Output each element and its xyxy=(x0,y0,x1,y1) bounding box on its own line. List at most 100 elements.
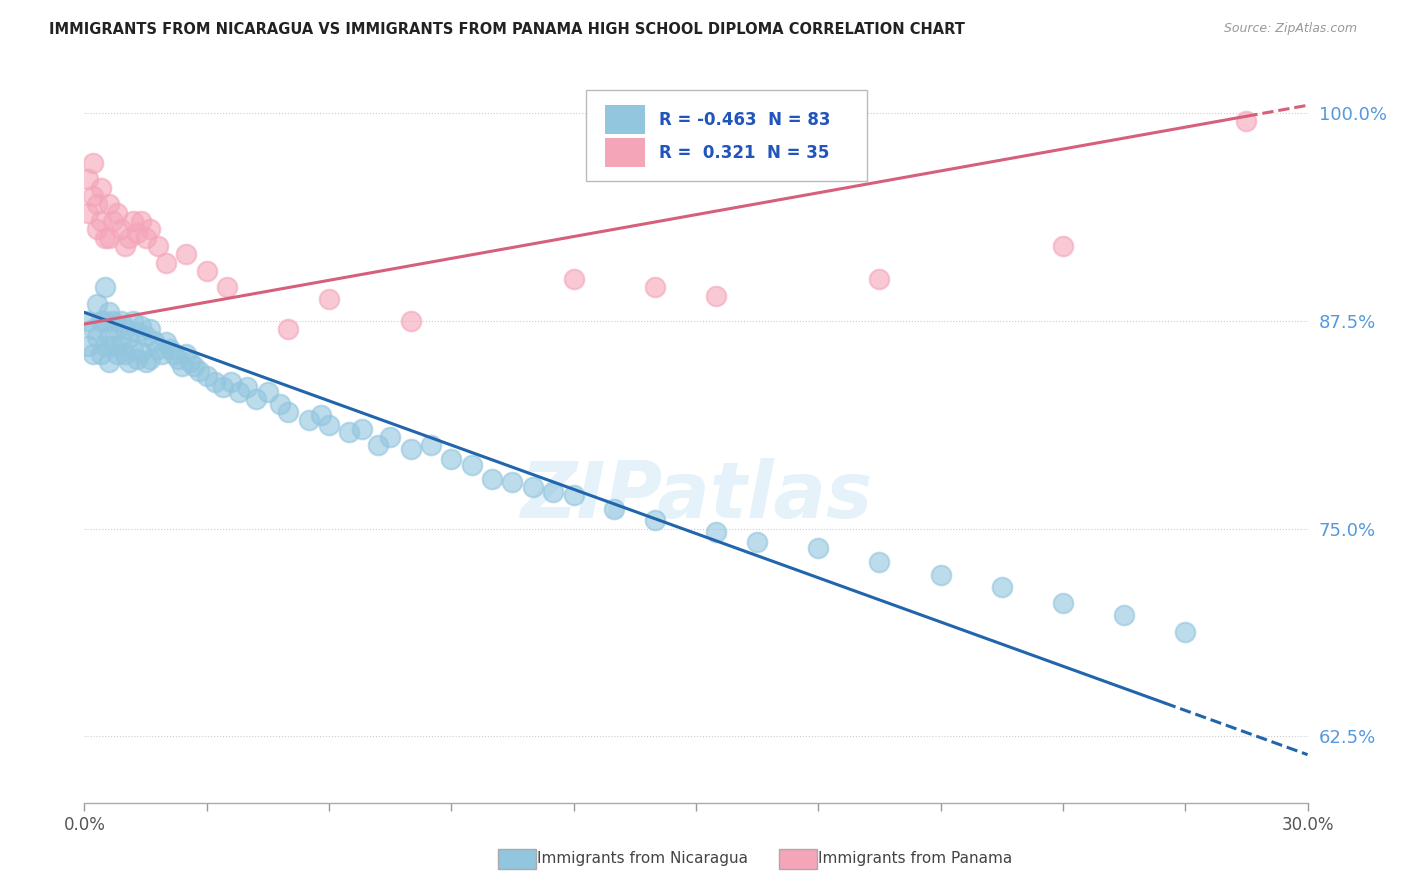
Point xyxy=(86,222,108,236)
Point xyxy=(187,363,209,377)
Point xyxy=(114,347,136,361)
Point xyxy=(869,272,891,286)
Point xyxy=(367,438,389,452)
Text: Immigrants from Panama: Immigrants from Panama xyxy=(818,852,1012,866)
Point xyxy=(122,214,145,228)
Point xyxy=(105,322,128,336)
Point xyxy=(747,534,769,549)
Text: Immigrants from Nicaragua: Immigrants from Nicaragua xyxy=(537,852,748,866)
Point xyxy=(179,355,201,369)
Point xyxy=(706,524,728,539)
Point xyxy=(93,230,115,244)
Point xyxy=(97,330,120,344)
Point xyxy=(82,189,104,203)
Point xyxy=(97,197,120,211)
Point xyxy=(118,330,141,344)
Point xyxy=(269,397,291,411)
Point xyxy=(90,180,112,194)
Point xyxy=(228,385,250,400)
Point xyxy=(706,289,728,303)
Point xyxy=(298,413,321,427)
Point xyxy=(97,305,120,319)
Text: ZIPatlas: ZIPatlas xyxy=(520,458,872,533)
Point xyxy=(135,230,157,244)
Point xyxy=(122,314,145,328)
Point xyxy=(195,264,218,278)
Point xyxy=(562,488,585,502)
Point xyxy=(339,425,361,439)
Point xyxy=(77,338,100,352)
Point xyxy=(399,314,422,328)
Point xyxy=(138,351,160,366)
Point xyxy=(155,255,177,269)
Point xyxy=(174,347,197,361)
FancyBboxPatch shape xyxy=(606,105,644,135)
Point xyxy=(86,197,108,211)
Point xyxy=(481,472,503,486)
Point xyxy=(97,355,120,369)
Point xyxy=(204,375,226,389)
Point xyxy=(118,230,141,244)
Point xyxy=(420,438,443,452)
Point xyxy=(90,214,112,228)
Point xyxy=(122,342,145,356)
Point xyxy=(82,322,104,336)
Point xyxy=(138,322,160,336)
Point xyxy=(522,480,544,494)
Point xyxy=(644,280,666,294)
Point xyxy=(217,280,239,294)
Point xyxy=(77,314,100,328)
Point xyxy=(309,409,332,423)
Point xyxy=(1114,607,1136,622)
Point xyxy=(277,322,299,336)
Point xyxy=(127,326,149,340)
Point xyxy=(277,405,299,419)
Point xyxy=(155,335,177,350)
Point xyxy=(105,347,128,361)
Point xyxy=(399,442,422,456)
Point xyxy=(163,347,186,361)
Point xyxy=(318,292,340,306)
Point xyxy=(82,155,104,169)
Point xyxy=(93,338,115,352)
Point xyxy=(146,239,169,253)
Text: R =  0.321  N = 35: R = 0.321 N = 35 xyxy=(659,144,830,161)
Point xyxy=(105,205,128,219)
Point xyxy=(146,342,169,356)
Point xyxy=(150,347,173,361)
Text: IMMIGRANTS FROM NICARAGUA VS IMMIGRANTS FROM PANAMA HIGH SCHOOL DIPLOMA CORRELAT: IMMIGRANTS FROM NICARAGUA VS IMMIGRANTS … xyxy=(49,22,965,37)
Point xyxy=(110,222,132,236)
Point xyxy=(110,338,132,352)
Point xyxy=(1052,596,1074,610)
Point xyxy=(562,272,585,286)
Point xyxy=(93,314,115,328)
Point xyxy=(86,330,108,344)
Point xyxy=(869,555,891,569)
Point xyxy=(195,368,218,383)
Point xyxy=(1236,114,1258,128)
Point xyxy=(1174,624,1197,639)
Point xyxy=(644,513,666,527)
Point xyxy=(183,359,205,373)
Point xyxy=(135,355,157,369)
Point xyxy=(86,297,108,311)
Point xyxy=(101,314,124,328)
Point xyxy=(93,280,115,294)
Point xyxy=(461,458,484,473)
Point xyxy=(114,239,136,253)
Point xyxy=(77,205,100,219)
Point xyxy=(97,230,120,244)
Point xyxy=(135,328,157,343)
Text: R = -0.463  N = 83: R = -0.463 N = 83 xyxy=(659,111,831,128)
Point xyxy=(118,355,141,369)
Point xyxy=(543,484,565,499)
Point xyxy=(172,359,194,373)
Point xyxy=(114,322,136,336)
Point xyxy=(127,226,149,240)
Point xyxy=(502,475,524,489)
Point xyxy=(110,314,132,328)
Point xyxy=(380,430,402,444)
Point xyxy=(174,247,197,261)
Point xyxy=(77,172,100,186)
Point xyxy=(219,375,242,389)
